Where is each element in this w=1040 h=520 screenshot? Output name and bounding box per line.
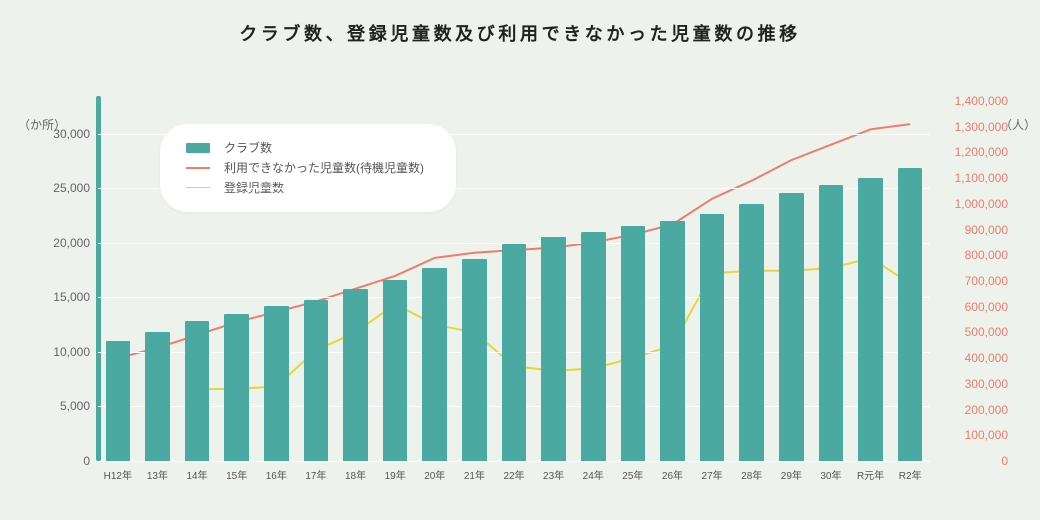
y-left-tick-label: 25,000	[40, 181, 90, 195]
x-tick-label: 29年	[781, 467, 802, 482]
plot-area: 05,00010,00015,00020,00025,00030,0000100…	[98, 101, 930, 461]
y-right-tick-label: 300,000	[938, 377, 1008, 391]
bar	[106, 341, 131, 461]
x-tick-label: 19年	[385, 467, 406, 482]
bar	[343, 289, 368, 461]
y-left-tick-label: 10,000	[40, 345, 90, 359]
y-left-tick-label: 0	[40, 454, 90, 468]
bar	[660, 221, 685, 461]
x-tick-label: R元年	[857, 467, 884, 482]
x-tick-label: 25年	[622, 467, 643, 482]
x-tick-label: 24年	[583, 467, 604, 482]
bar	[422, 268, 447, 461]
bar	[383, 280, 408, 461]
bar	[621, 226, 646, 461]
y-right-tick-label: 600,000	[938, 300, 1008, 314]
bar	[858, 178, 883, 461]
bar	[700, 214, 725, 461]
bar	[145, 332, 170, 461]
bar	[502, 244, 527, 461]
y-right-tick-label: 1,200,000	[938, 145, 1008, 159]
y-right-tick-label: 100,000	[938, 428, 1008, 442]
bar	[819, 185, 844, 461]
y-left-tick-label: 20,000	[40, 236, 90, 250]
y-left-tick-label: 5,000	[40, 399, 90, 413]
bar	[739, 204, 764, 461]
chart-title: クラブ数、登録児童数及び利用できなかった児童数の推移	[0, 0, 1040, 46]
y-right-tick-label: 400,000	[938, 351, 1008, 365]
bar	[541, 237, 566, 461]
bar	[898, 168, 923, 461]
y-right-tick-label: 700,000	[938, 274, 1008, 288]
chart-container: （か所） （人） クラブ数 利用できなかった児童数(待機児童数) 登録児童数 0…	[0, 46, 1040, 506]
x-tick-label: 18年	[345, 467, 366, 482]
x-tick-label: 27年	[702, 467, 723, 482]
y-right-tick-label: 1,000,000	[938, 197, 1008, 211]
x-tick-label: 22年	[503, 467, 524, 482]
x-tick-label: H12年	[104, 467, 132, 482]
y-right-tick-label: 500,000	[938, 325, 1008, 339]
bar-series	[98, 101, 930, 461]
y-left-tick-label: 15,000	[40, 290, 90, 304]
bar	[185, 321, 210, 461]
x-tick-label: 23年	[543, 467, 564, 482]
bar	[264, 306, 289, 461]
grid-line	[98, 461, 930, 462]
x-tick-label: 20年	[424, 467, 445, 482]
y-right-tick-label: 200,000	[938, 403, 1008, 417]
y-right-tick-label: 800,000	[938, 248, 1008, 262]
y-right-tick-label: 1,400,000	[938, 94, 1008, 108]
y-right-tick-label: 1,300,000	[938, 120, 1008, 134]
y-right-tick-label: 1,100,000	[938, 171, 1008, 185]
bar	[462, 259, 487, 461]
x-tick-label: 26年	[662, 467, 683, 482]
x-tick-label: 14年	[186, 467, 207, 482]
bar	[779, 193, 804, 461]
bar	[581, 232, 606, 461]
bar	[304, 300, 329, 461]
x-tick-label: 13年	[147, 467, 168, 482]
bar	[224, 314, 249, 461]
x-tick-label: 30年	[820, 467, 841, 482]
y-right-tick-label: 900,000	[938, 223, 1008, 237]
x-tick-label: 28年	[741, 467, 762, 482]
y-left-tick-label: 30,000	[40, 127, 90, 141]
x-tick-label: 21年	[464, 467, 485, 482]
x-tick-label: 16年	[266, 467, 287, 482]
x-tick-label: 17年	[305, 467, 326, 482]
y-right-tick-label: 0	[938, 454, 1008, 468]
x-tick-label: R2年	[899, 467, 922, 482]
x-tick-label: 15年	[226, 467, 247, 482]
